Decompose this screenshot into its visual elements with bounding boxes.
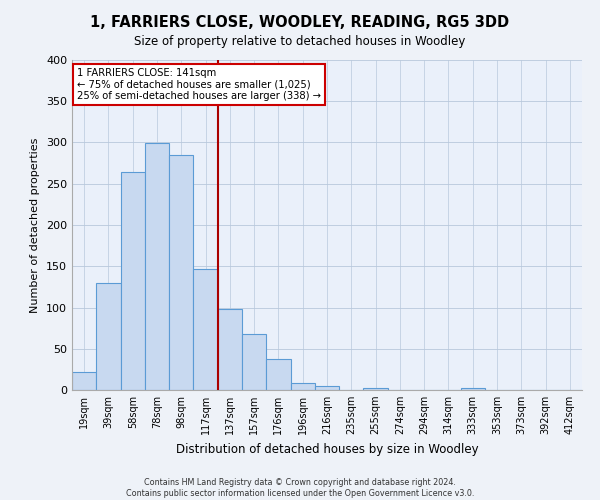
Text: Size of property relative to detached houses in Woodley: Size of property relative to detached ho… bbox=[134, 35, 466, 48]
Bar bbox=[242, 334, 266, 390]
Bar bbox=[121, 172, 145, 390]
Bar bbox=[315, 386, 339, 390]
Y-axis label: Number of detached properties: Number of detached properties bbox=[31, 138, 40, 312]
Text: Contains HM Land Registry data © Crown copyright and database right 2024.
Contai: Contains HM Land Registry data © Crown c… bbox=[126, 478, 474, 498]
Bar bbox=[72, 372, 96, 390]
X-axis label: Distribution of detached houses by size in Woodley: Distribution of detached houses by size … bbox=[176, 442, 478, 456]
Bar bbox=[290, 382, 315, 390]
Bar bbox=[169, 155, 193, 390]
Text: 1, FARRIERS CLOSE, WOODLEY, READING, RG5 3DD: 1, FARRIERS CLOSE, WOODLEY, READING, RG5… bbox=[91, 15, 509, 30]
Bar bbox=[96, 283, 121, 390]
Bar bbox=[364, 388, 388, 390]
Text: 1 FARRIERS CLOSE: 141sqm
← 75% of detached houses are smaller (1,025)
25% of sem: 1 FARRIERS CLOSE: 141sqm ← 75% of detach… bbox=[77, 68, 321, 102]
Bar bbox=[218, 309, 242, 390]
Bar bbox=[266, 360, 290, 390]
Bar bbox=[461, 388, 485, 390]
Bar bbox=[193, 268, 218, 390]
Bar bbox=[145, 144, 169, 390]
